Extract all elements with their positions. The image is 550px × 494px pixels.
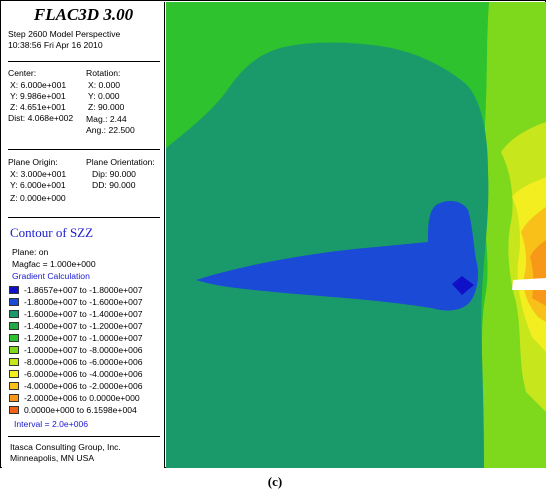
legend-swatch bbox=[9, 322, 19, 330]
divider bbox=[8, 149, 160, 150]
legend-band-label: -8.0000e+006 to -6.0000e+006 bbox=[24, 357, 143, 367]
legend-band-label: -1.6000e+007 to -1.4000e+007 bbox=[24, 309, 143, 319]
legend-swatch bbox=[9, 286, 19, 294]
legend-band-label: 0.0000e+000 to 6.1598e+004 bbox=[24, 405, 137, 415]
legend-band-label: -1.8000e+007 to -1.6000e+007 bbox=[24, 297, 143, 307]
app-title: FLAC3D 3.00 bbox=[33, 5, 134, 24]
legend-band-label: -1.8657e+007 to -1.8000e+007 bbox=[24, 285, 143, 295]
center-label: Center: bbox=[8, 68, 37, 78]
legend-band-label: -4.0000e+006 to -2.0000e+006 bbox=[24, 381, 143, 391]
plane-on: Plane: on bbox=[12, 247, 49, 257]
legend-swatch bbox=[9, 370, 19, 378]
legend-swatch bbox=[9, 382, 19, 390]
excavation-opening bbox=[512, 278, 546, 290]
figure-frame: FLAC3D 3.00 Step 2600 Model Perspective … bbox=[0, 0, 546, 468]
contour-plot bbox=[166, 2, 546, 468]
legend-swatch bbox=[9, 310, 19, 318]
divider bbox=[8, 217, 160, 218]
figure-caption: (c) bbox=[267, 474, 283, 489]
legend-swatch bbox=[9, 406, 19, 414]
divider bbox=[8, 61, 160, 62]
legend-panel: FLAC3D 3.00 Step 2600 Model Perspective … bbox=[2, 2, 165, 468]
step-line: Step 2600 Model Perspective bbox=[8, 29, 121, 39]
plane-origin-x: X: 3.000e+001 bbox=[10, 169, 67, 179]
center-z: Z: 4.651e+001 bbox=[10, 102, 66, 112]
legend-band-label: -2.0000e+006 to 0.0000e+000 bbox=[24, 393, 140, 403]
rot-y: Y: 0.000 bbox=[88, 91, 120, 101]
legend-swatch bbox=[9, 394, 19, 402]
legend-band-label: -1.2000e+007 to -1.0000e+007 bbox=[24, 333, 143, 343]
legend-band-label: -6.0000e+006 to -4.0000e+006 bbox=[24, 369, 143, 379]
rot-z: Z: 90.000 bbox=[88, 102, 125, 112]
rotation-label: Rotation: bbox=[86, 68, 121, 78]
contour-zone bbox=[452, 276, 474, 295]
legend-swatch bbox=[9, 346, 19, 354]
city: Minneapolis, MN USA bbox=[10, 453, 95, 463]
timestamp: 10:38:56 Fri Apr 16 2010 bbox=[8, 40, 103, 50]
magfac: Magfac = 1.000e+000 bbox=[12, 259, 96, 269]
legend-band-label: -1.4000e+007 to -1.2000e+007 bbox=[24, 321, 143, 331]
plane-origin-label: Plane Origin: bbox=[8, 157, 58, 167]
divider bbox=[8, 436, 160, 437]
dd: DD: 90.000 bbox=[92, 180, 136, 190]
contour-zone bbox=[196, 200, 478, 311]
contour-zone bbox=[166, 2, 489, 468]
legend-swatch bbox=[9, 358, 19, 366]
interval: Interval = 2.0e+006 bbox=[14, 419, 89, 429]
plane-orientation-label: Plane Orientation: bbox=[86, 157, 155, 167]
contour-title: Contour of SZZ bbox=[10, 225, 94, 240]
mag: Mag.: 2.44 bbox=[86, 114, 127, 124]
ang: Ang.: 22.500 bbox=[86, 125, 135, 135]
center-y: Y: 9.986e+001 bbox=[10, 91, 66, 101]
center-x: X: 6.000e+001 bbox=[10, 80, 67, 90]
legend-swatch bbox=[9, 298, 19, 306]
plane-origin-z: Z: 0.000e+000 bbox=[10, 193, 66, 203]
company: Itasca Consulting Group, Inc. bbox=[10, 442, 121, 452]
legend-swatch bbox=[9, 334, 19, 342]
gradient-calculation: Gradient Calculation bbox=[12, 271, 90, 281]
rot-x: X: 0.000 bbox=[88, 80, 121, 90]
dip: Dip: 90.000 bbox=[92, 169, 136, 179]
dist: Dist: 4.068e+002 bbox=[8, 113, 74, 123]
plane-origin-y: Y: 6.000e+001 bbox=[10, 180, 66, 190]
legend-band-label: -1.0000e+007 to -8.0000e+006 bbox=[24, 345, 143, 355]
